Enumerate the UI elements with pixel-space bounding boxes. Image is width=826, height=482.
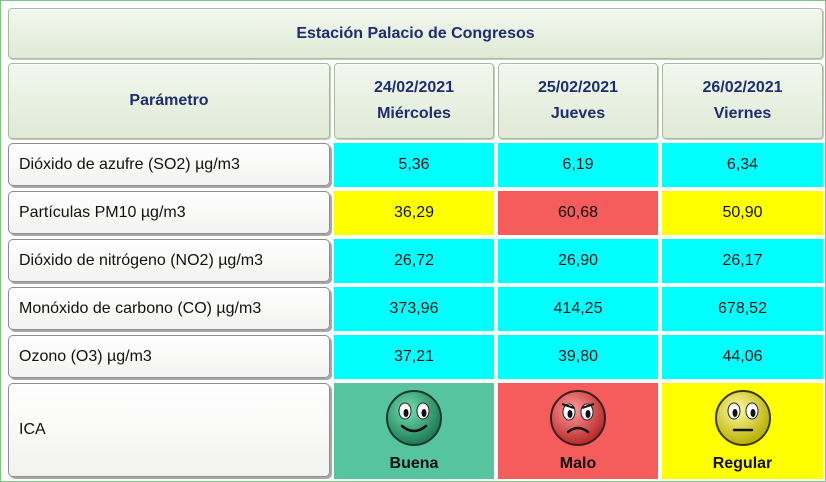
value-cell: 6,19 — [498, 143, 658, 187]
day-header-1: 24/02/2021 Miércoles — [334, 63, 494, 139]
parameter-o3: Ozono (O3) µg/m3 — [8, 335, 330, 378]
day-weekday: Viernes — [713, 105, 772, 122]
parameter-no2: Dióxido de nitrógeno (NO2) µg/m3 — [8, 239, 330, 282]
value-cell: 39,80 — [498, 335, 658, 379]
value-cell: 60,68 — [498, 191, 658, 235]
value-cell: 6,34 — [662, 143, 823, 187]
day-weekday: Jueves — [550, 105, 606, 122]
neutral-face-icon — [714, 390, 771, 446]
parameter-ica: ICA — [8, 383, 330, 477]
parameter-so2: Dióxido de azufre (SO2) µg/m3 — [8, 143, 330, 186]
value-cell: 678,52 — [662, 287, 823, 331]
value-cell: 26,17 — [662, 239, 823, 283]
ica-cell-1: Buena — [334, 383, 494, 479]
parameter-co: Monóxido de carbono (CO) µg/m3 — [8, 287, 330, 330]
value-cell: 44,06 — [662, 335, 823, 379]
day-date: 25/02/2021 — [537, 79, 619, 96]
value-cell: 26,72 — [334, 239, 494, 283]
value-cell: 26,90 — [498, 239, 658, 283]
ica-status: Buena — [389, 455, 439, 472]
ica-cell-3: Regular — [662, 383, 823, 479]
parameter-header: Parámetro — [8, 63, 330, 139]
day-header-3: 26/02/2021 Viernes — [662, 63, 823, 139]
parameter-pm10: Partículas PM10 µg/m3 — [8, 191, 330, 234]
day-date: 24/02/2021 — [373, 79, 455, 96]
sad-face-icon — [550, 390, 606, 446]
happy-face-icon — [386, 390, 442, 446]
value-cell: 37,21 — [334, 335, 494, 379]
value-cell: 414,25 — [498, 287, 658, 331]
value-cell: 373,96 — [334, 287, 494, 331]
day-date: 26/02/2021 — [702, 79, 783, 96]
day-header-2: 25/02/2021 Jueves — [498, 63, 658, 139]
value-cell: 5,36 — [334, 143, 494, 187]
ica-status: Regular — [712, 455, 773, 472]
ica-status: Malo — [559, 455, 597, 472]
value-cell: 50,90 — [662, 191, 823, 235]
day-weekday: Miércoles — [377, 105, 451, 122]
ica-cell-2: Malo — [498, 383, 658, 479]
value-cell: 36,29 — [334, 191, 494, 235]
station-title: Estación Palacio de Congresos — [8, 8, 823, 59]
